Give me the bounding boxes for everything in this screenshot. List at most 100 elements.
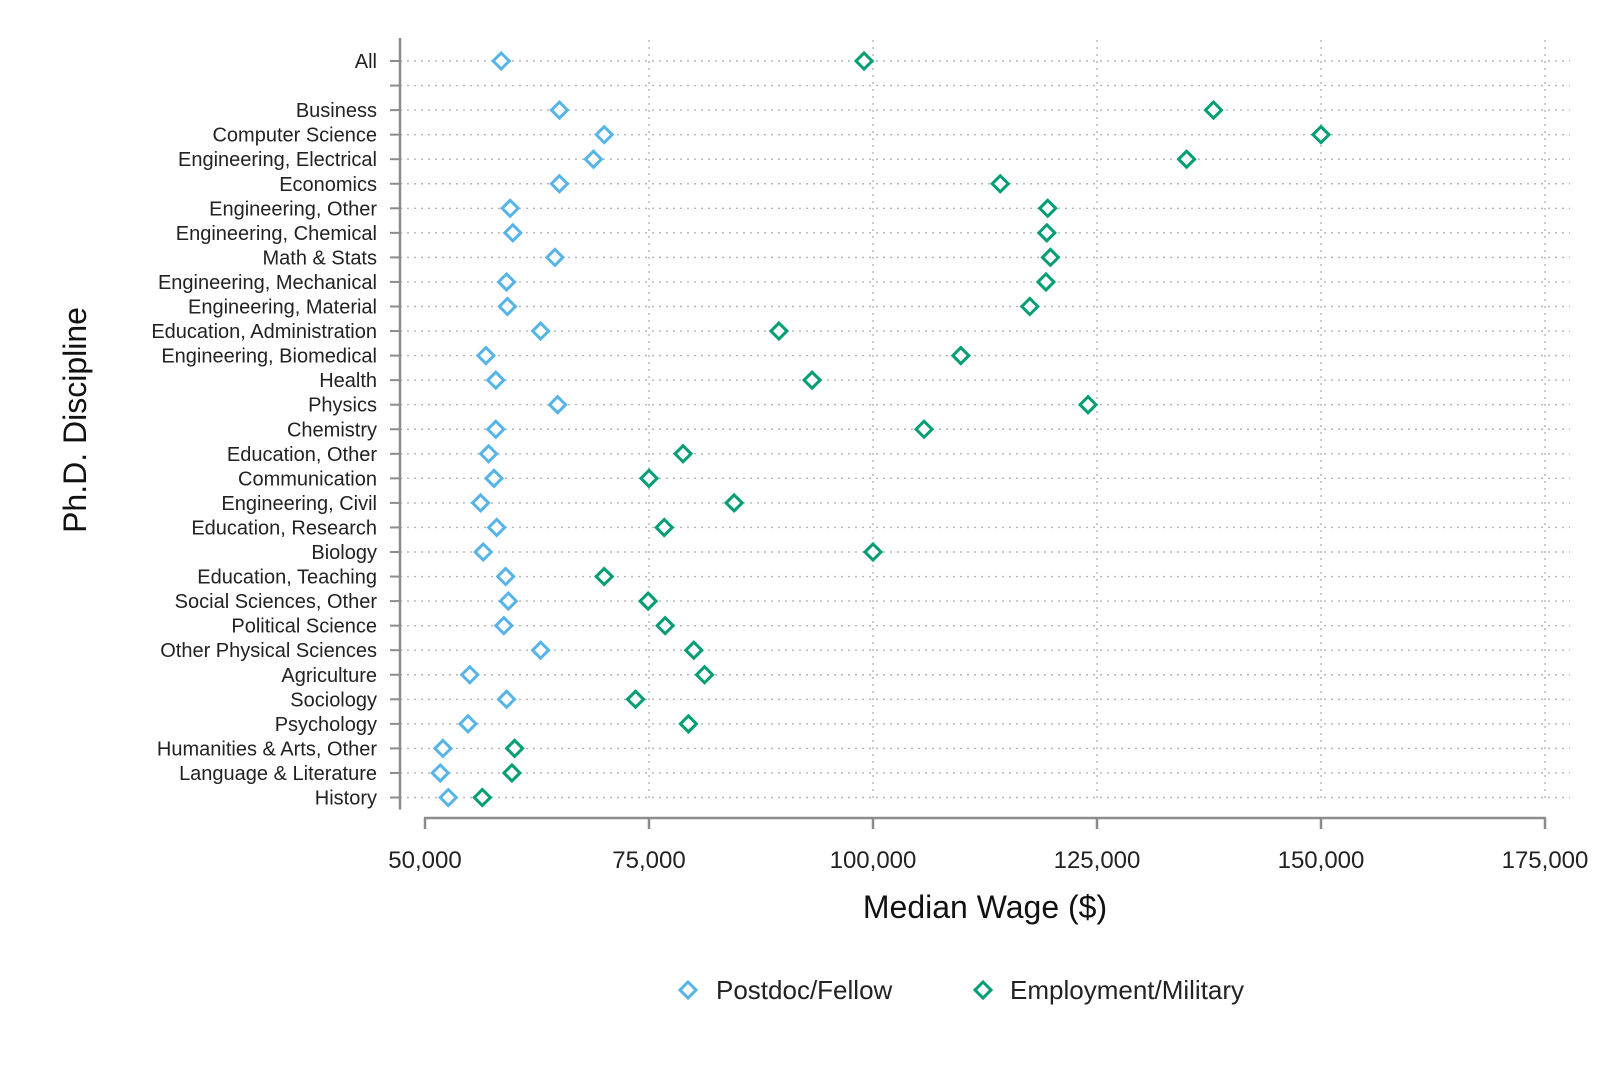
point-postdoc-fellow	[498, 590, 519, 612]
point-postdoc-fellow	[483, 468, 505, 489]
point-postdoc-fellow	[491, 50, 512, 72]
y-tick-label: Math & Stats	[263, 247, 378, 269]
point-postdoc-fellow	[530, 640, 551, 661]
point-employment-military	[654, 517, 675, 538]
point-postdoc-fellow	[430, 762, 451, 784]
point-employment-military	[1176, 149, 1197, 170]
y-tick-label: Political Science	[231, 616, 377, 638]
point-employment-military	[853, 50, 875, 72]
y-tick-label: Humanities & Arts, Other	[157, 738, 377, 760]
point-postdoc-fellow	[459, 664, 480, 685]
x-axis-title: Median Wage ($)	[863, 889, 1107, 925]
y-tick-label: Health	[319, 370, 377, 392]
point-employment-military	[504, 738, 525, 759]
point-postdoc-fellow	[478, 443, 499, 464]
point-postdoc-fellow	[497, 296, 518, 317]
y-tick-label: Social Sciences, Other	[175, 591, 378, 613]
y-tick-label: Computer Science	[212, 125, 377, 147]
y-tick-label: Engineering, Other	[209, 198, 377, 220]
y-tick-label: Chemistry	[287, 419, 377, 441]
point-employment-military	[501, 762, 523, 784]
y-tick-label: Engineering, Chemical	[176, 223, 377, 245]
legend-label: Postdoc/Fellow	[716, 975, 893, 1005]
y-tick-label: Engineering, Material	[188, 297, 377, 319]
point-postdoc-fellow	[438, 787, 459, 808]
y-tick-label: Communication	[238, 468, 377, 490]
point-employment-military	[1019, 296, 1040, 317]
y-tick-label: All	[355, 51, 377, 73]
point-employment-military	[723, 492, 745, 514]
point-postdoc-fellow	[549, 173, 570, 194]
y-tick-label: Physics	[308, 395, 377, 417]
point-employment-military	[1077, 394, 1099, 415]
grid-lines	[400, 40, 1570, 799]
x-tick-label: 50,000	[388, 847, 461, 874]
y-tick-label: Psychology	[275, 714, 377, 736]
y-tick-label: Biology	[311, 542, 377, 564]
point-employment-military	[862, 541, 884, 563]
y-tick-label: Other Physical Sciences	[160, 640, 377, 662]
point-postdoc-fellow	[583, 149, 604, 170]
y-tick-label: Education, Administration	[151, 321, 377, 343]
legend-marker	[972, 979, 994, 1001]
point-employment-military	[672, 443, 694, 464]
point-postdoc-fellow	[544, 247, 566, 268]
point-employment-military	[683, 640, 704, 661]
point-postdoc-fellow	[457, 713, 479, 734]
point-postdoc-fellow	[594, 124, 615, 145]
legend-label: Employment/Military	[1010, 975, 1244, 1005]
point-postdoc-fellow	[549, 99, 570, 121]
point-postdoc-fellow	[496, 271, 517, 293]
point-postdoc-fellow	[486, 517, 507, 538]
point-employment-military	[694, 664, 715, 685]
data-marks	[430, 50, 1332, 808]
y-tick-label: Engineering, Mechanical	[158, 272, 377, 294]
point-employment-military	[1310, 124, 1332, 145]
y-tick-label: Agriculture	[281, 665, 377, 687]
y-tick-label: Education, Research	[191, 517, 377, 539]
point-employment-military	[1037, 198, 1058, 219]
point-employment-military	[913, 419, 935, 440]
point-postdoc-fellow	[432, 738, 454, 759]
point-postdoc-fellow	[493, 615, 514, 636]
point-employment-military	[768, 320, 790, 342]
point-employment-military	[472, 787, 493, 808]
point-postdoc-fellow	[475, 345, 497, 366]
point-employment-military	[1040, 247, 1061, 268]
point-postdoc-fellow	[485, 419, 506, 440]
point-employment-military	[637, 590, 659, 612]
point-employment-military	[1203, 99, 1224, 121]
point-postdoc-fellow	[496, 689, 517, 710]
point-postdoc-fellow	[473, 541, 494, 563]
legend: Postdoc/Fellow Employment/Military	[677, 975, 1244, 1005]
legend-marker	[677, 979, 699, 1001]
y-tick-label: Economics	[279, 174, 377, 196]
point-postdoc-fellow	[495, 566, 516, 587]
point-postdoc-fellow	[470, 492, 491, 514]
x-tick-label: 125,000	[1054, 847, 1141, 874]
point-employment-military	[990, 173, 1011, 194]
point-employment-military	[950, 345, 971, 366]
point-postdoc-fellow	[547, 394, 568, 415]
point-employment-military	[801, 370, 823, 391]
y-tick-label: Language & Literature	[179, 763, 377, 785]
y-tick-label: History	[315, 788, 377, 810]
point-postdoc-fellow	[499, 198, 521, 219]
point-employment-military	[638, 468, 660, 489]
point-employment-military	[678, 713, 699, 734]
point-employment-military	[655, 615, 676, 636]
y-tick-label: Sociology	[290, 689, 377, 711]
y-axis-title: Ph.D. Discipline	[57, 307, 93, 533]
point-employment-military	[594, 566, 615, 587]
point-employment-military	[625, 689, 646, 710]
x-tick-label: 175,000	[1502, 847, 1589, 874]
x-tick-label: 75,000	[612, 847, 685, 874]
point-postdoc-fellow	[502, 222, 523, 243]
y-tick-label: Engineering, Electrical	[178, 149, 377, 171]
point-employment-military	[1035, 271, 1057, 293]
y-tick-label: Engineering, Biomedical	[161, 346, 377, 368]
y-tick-label: Education, Teaching	[197, 567, 377, 589]
x-tick-label: 150,000	[1278, 847, 1365, 874]
